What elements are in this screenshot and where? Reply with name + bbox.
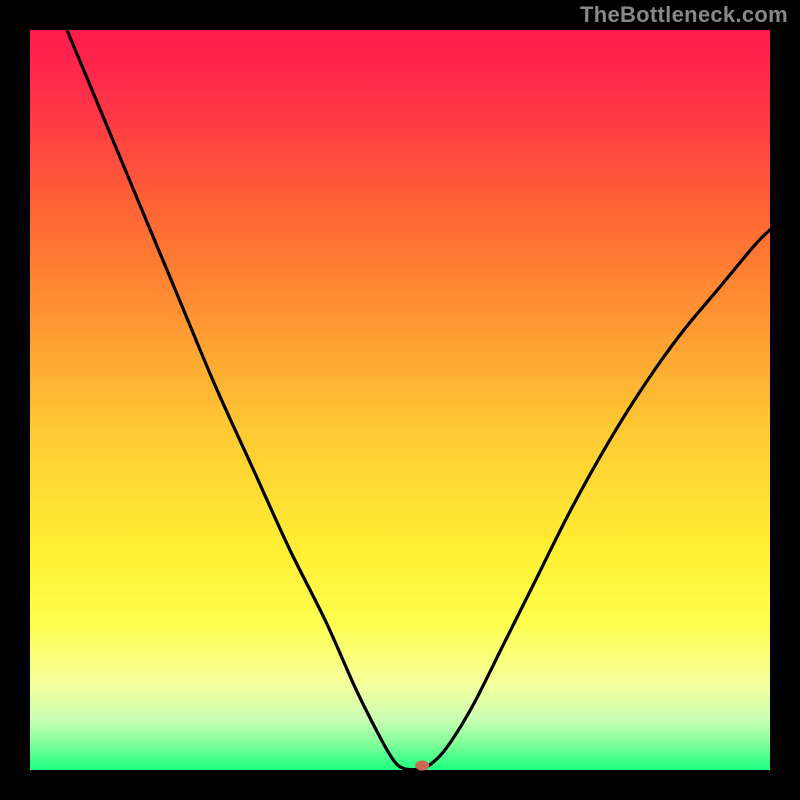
marker-dot — [415, 761, 429, 771]
bottleneck-chart — [0, 0, 800, 800]
watermark-text: TheBottleneck.com — [580, 2, 788, 28]
chart-container: TheBottleneck.com — [0, 0, 800, 800]
plot-background — [30, 30, 770, 770]
